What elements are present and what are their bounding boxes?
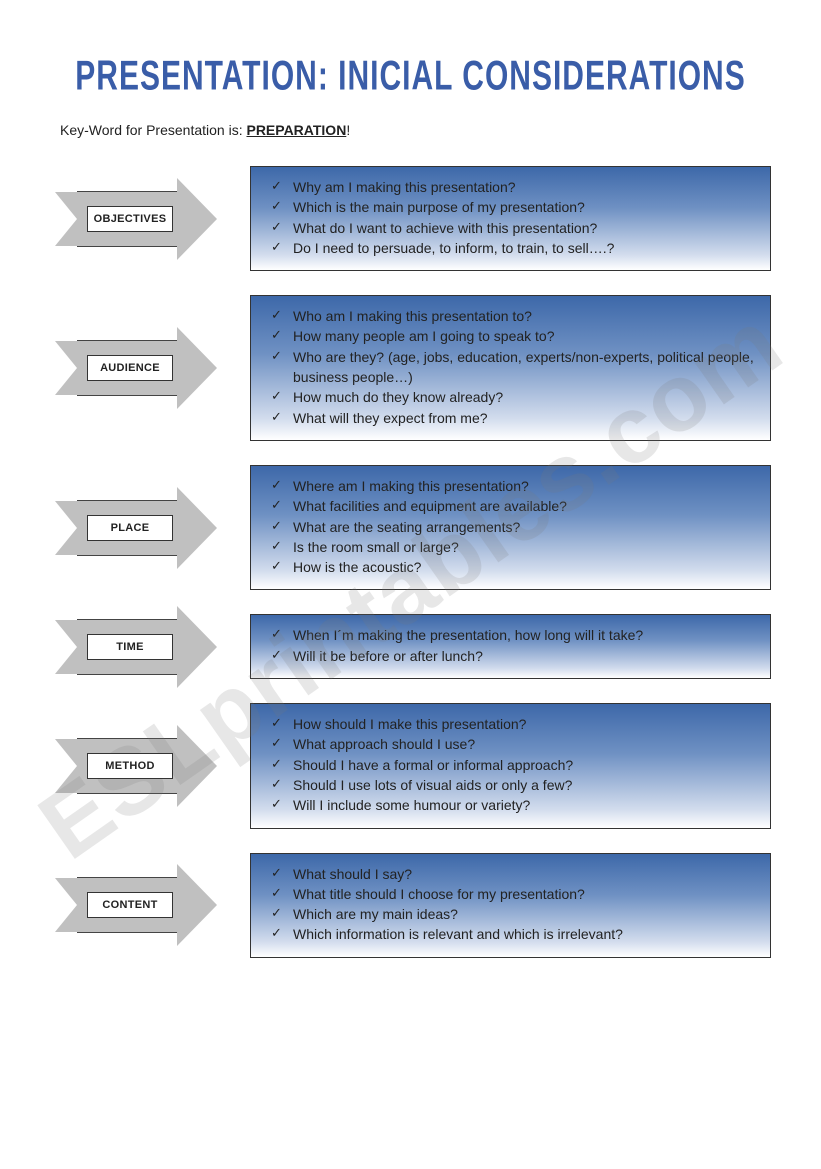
- sections-container: OBJECTIVES Why am I making this presentat…: [50, 166, 771, 958]
- arrow-head: [177, 178, 217, 260]
- arrow-tail: [55, 620, 77, 674]
- list-item: Why am I making this presentation?: [271, 177, 756, 197]
- list-item: What are the seating arrangements?: [271, 517, 756, 537]
- arrow-icon: PLACE: [55, 501, 215, 555]
- question-list: What should I say?What title should I ch…: [271, 864, 756, 945]
- list-item: What approach should I use?: [271, 734, 756, 754]
- arrow-icon: CONTENT: [55, 878, 215, 932]
- keyword-emph: PREPARATION: [246, 122, 346, 138]
- arrow-label: CONTENT: [102, 899, 157, 911]
- arrow-outline: [77, 395, 177, 396]
- arrow-outline: [77, 340, 177, 341]
- content-box: How should I make this presentation?What…: [250, 703, 771, 828]
- arrow-icon: OBJECTIVES: [55, 192, 215, 246]
- arrow-head: [177, 864, 217, 946]
- arrow-icon: METHOD: [55, 739, 215, 793]
- section-row: AUDIENCE Who am I making this presentatio…: [50, 295, 771, 441]
- list-item: How much do they know already?: [271, 387, 756, 407]
- list-item: Who am I making this presentation to?: [271, 306, 756, 326]
- section-row: PLACE Where am I making this presentation…: [50, 465, 771, 590]
- arrow-head: [177, 327, 217, 409]
- arrow-label-box: PLACE: [87, 515, 173, 541]
- arrow-label-box: METHOD: [87, 753, 173, 779]
- list-item: Which are my main ideas?: [271, 904, 756, 924]
- arrow-icon: AUDIENCE: [55, 341, 215, 395]
- list-item: How should I make this presentation?: [271, 714, 756, 734]
- content-box: What should I say?What title should I ch…: [250, 853, 771, 958]
- arrow-outline: [77, 555, 177, 556]
- arrow-tail: [55, 341, 77, 395]
- page-title: PRESENTATION: INICIAL CONSIDERATIONS: [50, 53, 771, 101]
- arrow-outline: [77, 191, 177, 192]
- arrow-label: OBJECTIVES: [94, 213, 167, 225]
- keyword-suffix: !: [346, 122, 350, 138]
- list-item: What facilities and equipment are availa…: [271, 496, 756, 516]
- list-item: What title should I choose for my presen…: [271, 884, 756, 904]
- list-item: Should I have a formal or informal appro…: [271, 755, 756, 775]
- arrow-label-box: CONTENT: [87, 892, 173, 918]
- arrow-tail: [55, 501, 77, 555]
- arrow-label-box: AUDIENCE: [87, 355, 173, 381]
- list-item: Should I use lots of visual aids or only…: [271, 775, 756, 795]
- arrow-head: [177, 606, 217, 688]
- arrow-tail: [55, 878, 77, 932]
- arrow-wrap: PLACE: [50, 465, 250, 590]
- arrow-outline: [77, 932, 177, 933]
- question-list: Why am I making this presentation?Which …: [271, 177, 756, 258]
- question-list: How should I make this presentation?What…: [271, 714, 756, 815]
- arrow-tail: [55, 739, 77, 793]
- arrow-outline: [77, 674, 177, 675]
- arrow-outline: [77, 246, 177, 247]
- arrow-label: TIME: [116, 641, 143, 653]
- section-row: CONTENT What should I say?What title shou…: [50, 853, 771, 958]
- list-item: How is the acoustic?: [271, 557, 756, 577]
- content-box: Why am I making this presentation?Which …: [250, 166, 771, 271]
- arrow-outline: [77, 877, 177, 878]
- keyword-prefix: Key-Word for Presentation is:: [60, 122, 246, 138]
- arrow-label: PLACE: [111, 522, 150, 534]
- list-item: Which information is relevant and which …: [271, 924, 756, 944]
- arrow-label: METHOD: [105, 760, 154, 772]
- section-row: TIME When I´m making the presentation, ho…: [50, 614, 771, 679]
- arrow-wrap: TIME: [50, 614, 250, 679]
- list-item: When I´m making the presentation, how lo…: [271, 625, 756, 645]
- list-item: How many people am I going to speak to?: [271, 326, 756, 346]
- section-row: METHOD How should I make this presentatio…: [50, 703, 771, 828]
- list-item: What do I want to achieve with this pres…: [271, 218, 756, 238]
- arrow-label-box: OBJECTIVES: [87, 206, 173, 232]
- list-item: What should I say?: [271, 864, 756, 884]
- content-box: Where am I making this presentation?What…: [250, 465, 771, 590]
- question-list: When I´m making the presentation, how lo…: [271, 625, 756, 666]
- arrow-outline: [77, 619, 177, 620]
- arrow-icon: TIME: [55, 620, 215, 674]
- arrow-wrap: METHOD: [50, 703, 250, 828]
- list-item: Which is the main purpose of my presenta…: [271, 197, 756, 217]
- list-item: Where am I making this presentation?: [271, 476, 756, 496]
- arrow-label: AUDIENCE: [100, 362, 160, 374]
- keyword-line: Key-Word for Presentation is: PREPARATIO…: [60, 122, 771, 138]
- list-item: What will they expect from me?: [271, 408, 756, 428]
- list-item: Who are they? (age, jobs, education, exp…: [271, 347, 756, 388]
- arrow-tail: [55, 192, 77, 246]
- arrow-head: [177, 487, 217, 569]
- arrow-outline: [77, 793, 177, 794]
- question-list: Where am I making this presentation?What…: [271, 476, 756, 577]
- arrow-wrap: OBJECTIVES: [50, 166, 250, 271]
- arrow-outline: [77, 738, 177, 739]
- arrow-head: [177, 725, 217, 807]
- question-list: Who am I making this presentation to?How…: [271, 306, 756, 428]
- list-item: Will it be before or after lunch?: [271, 646, 756, 666]
- list-item: Will I include some humour or variety?: [271, 795, 756, 815]
- arrow-wrap: AUDIENCE: [50, 295, 250, 441]
- section-row: OBJECTIVES Why am I making this presentat…: [50, 166, 771, 271]
- list-item: Do I need to persuade, to inform, to tra…: [271, 238, 756, 258]
- arrow-wrap: CONTENT: [50, 853, 250, 958]
- content-box: Who am I making this presentation to?How…: [250, 295, 771, 441]
- content-box: When I´m making the presentation, how lo…: [250, 614, 771, 679]
- arrow-label-box: TIME: [87, 634, 173, 660]
- arrow-outline: [77, 500, 177, 501]
- list-item: Is the room small or large?: [271, 537, 756, 557]
